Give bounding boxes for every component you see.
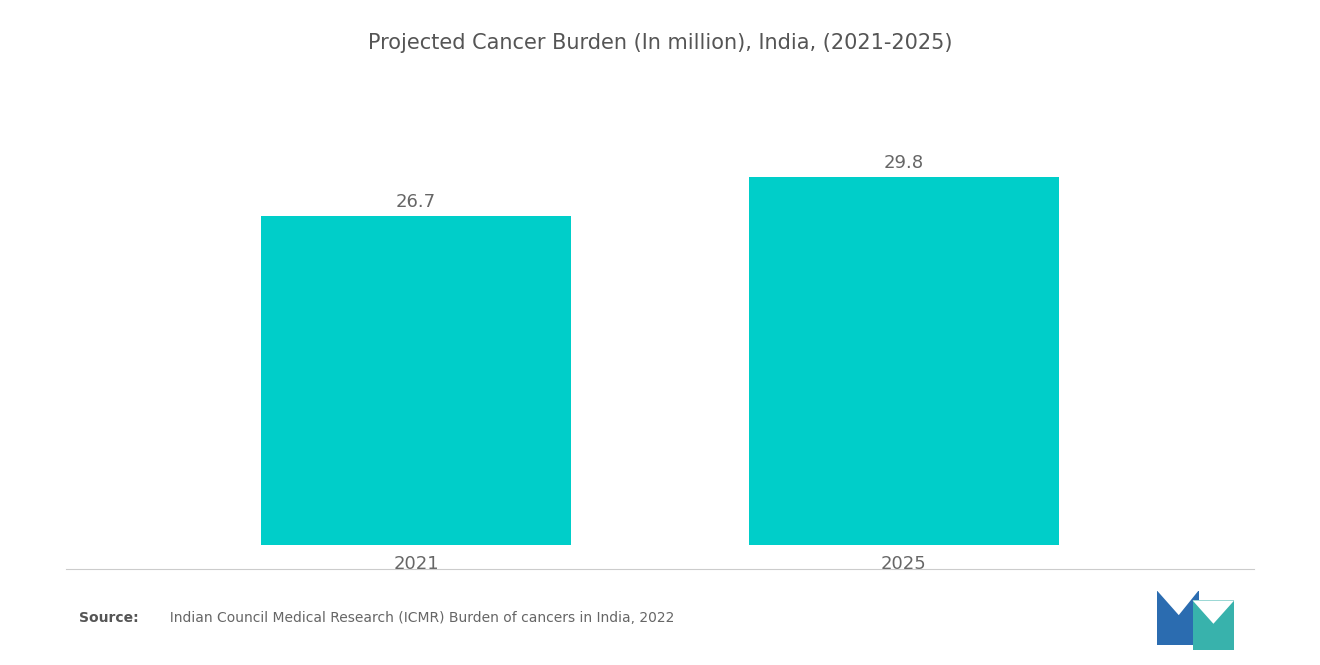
Text: 29.8: 29.8 [884, 154, 924, 172]
Text: Indian Council Medical Research (ICMR) Burden of cancers in India, 2022: Indian Council Medical Research (ICMR) B… [161, 611, 675, 626]
Bar [748, 178, 1059, 545]
Text: Projected Cancer Burden (In million), India, (2021-2025): Projected Cancer Burden (In million), In… [368, 33, 952, 53]
Polygon shape [1193, 600, 1234, 624]
Bar [261, 215, 572, 545]
FancyBboxPatch shape [1193, 600, 1234, 650]
FancyBboxPatch shape [1156, 591, 1199, 645]
Text: 26.7: 26.7 [396, 193, 436, 211]
Polygon shape [1156, 591, 1199, 615]
Text: Source:: Source: [79, 611, 139, 626]
